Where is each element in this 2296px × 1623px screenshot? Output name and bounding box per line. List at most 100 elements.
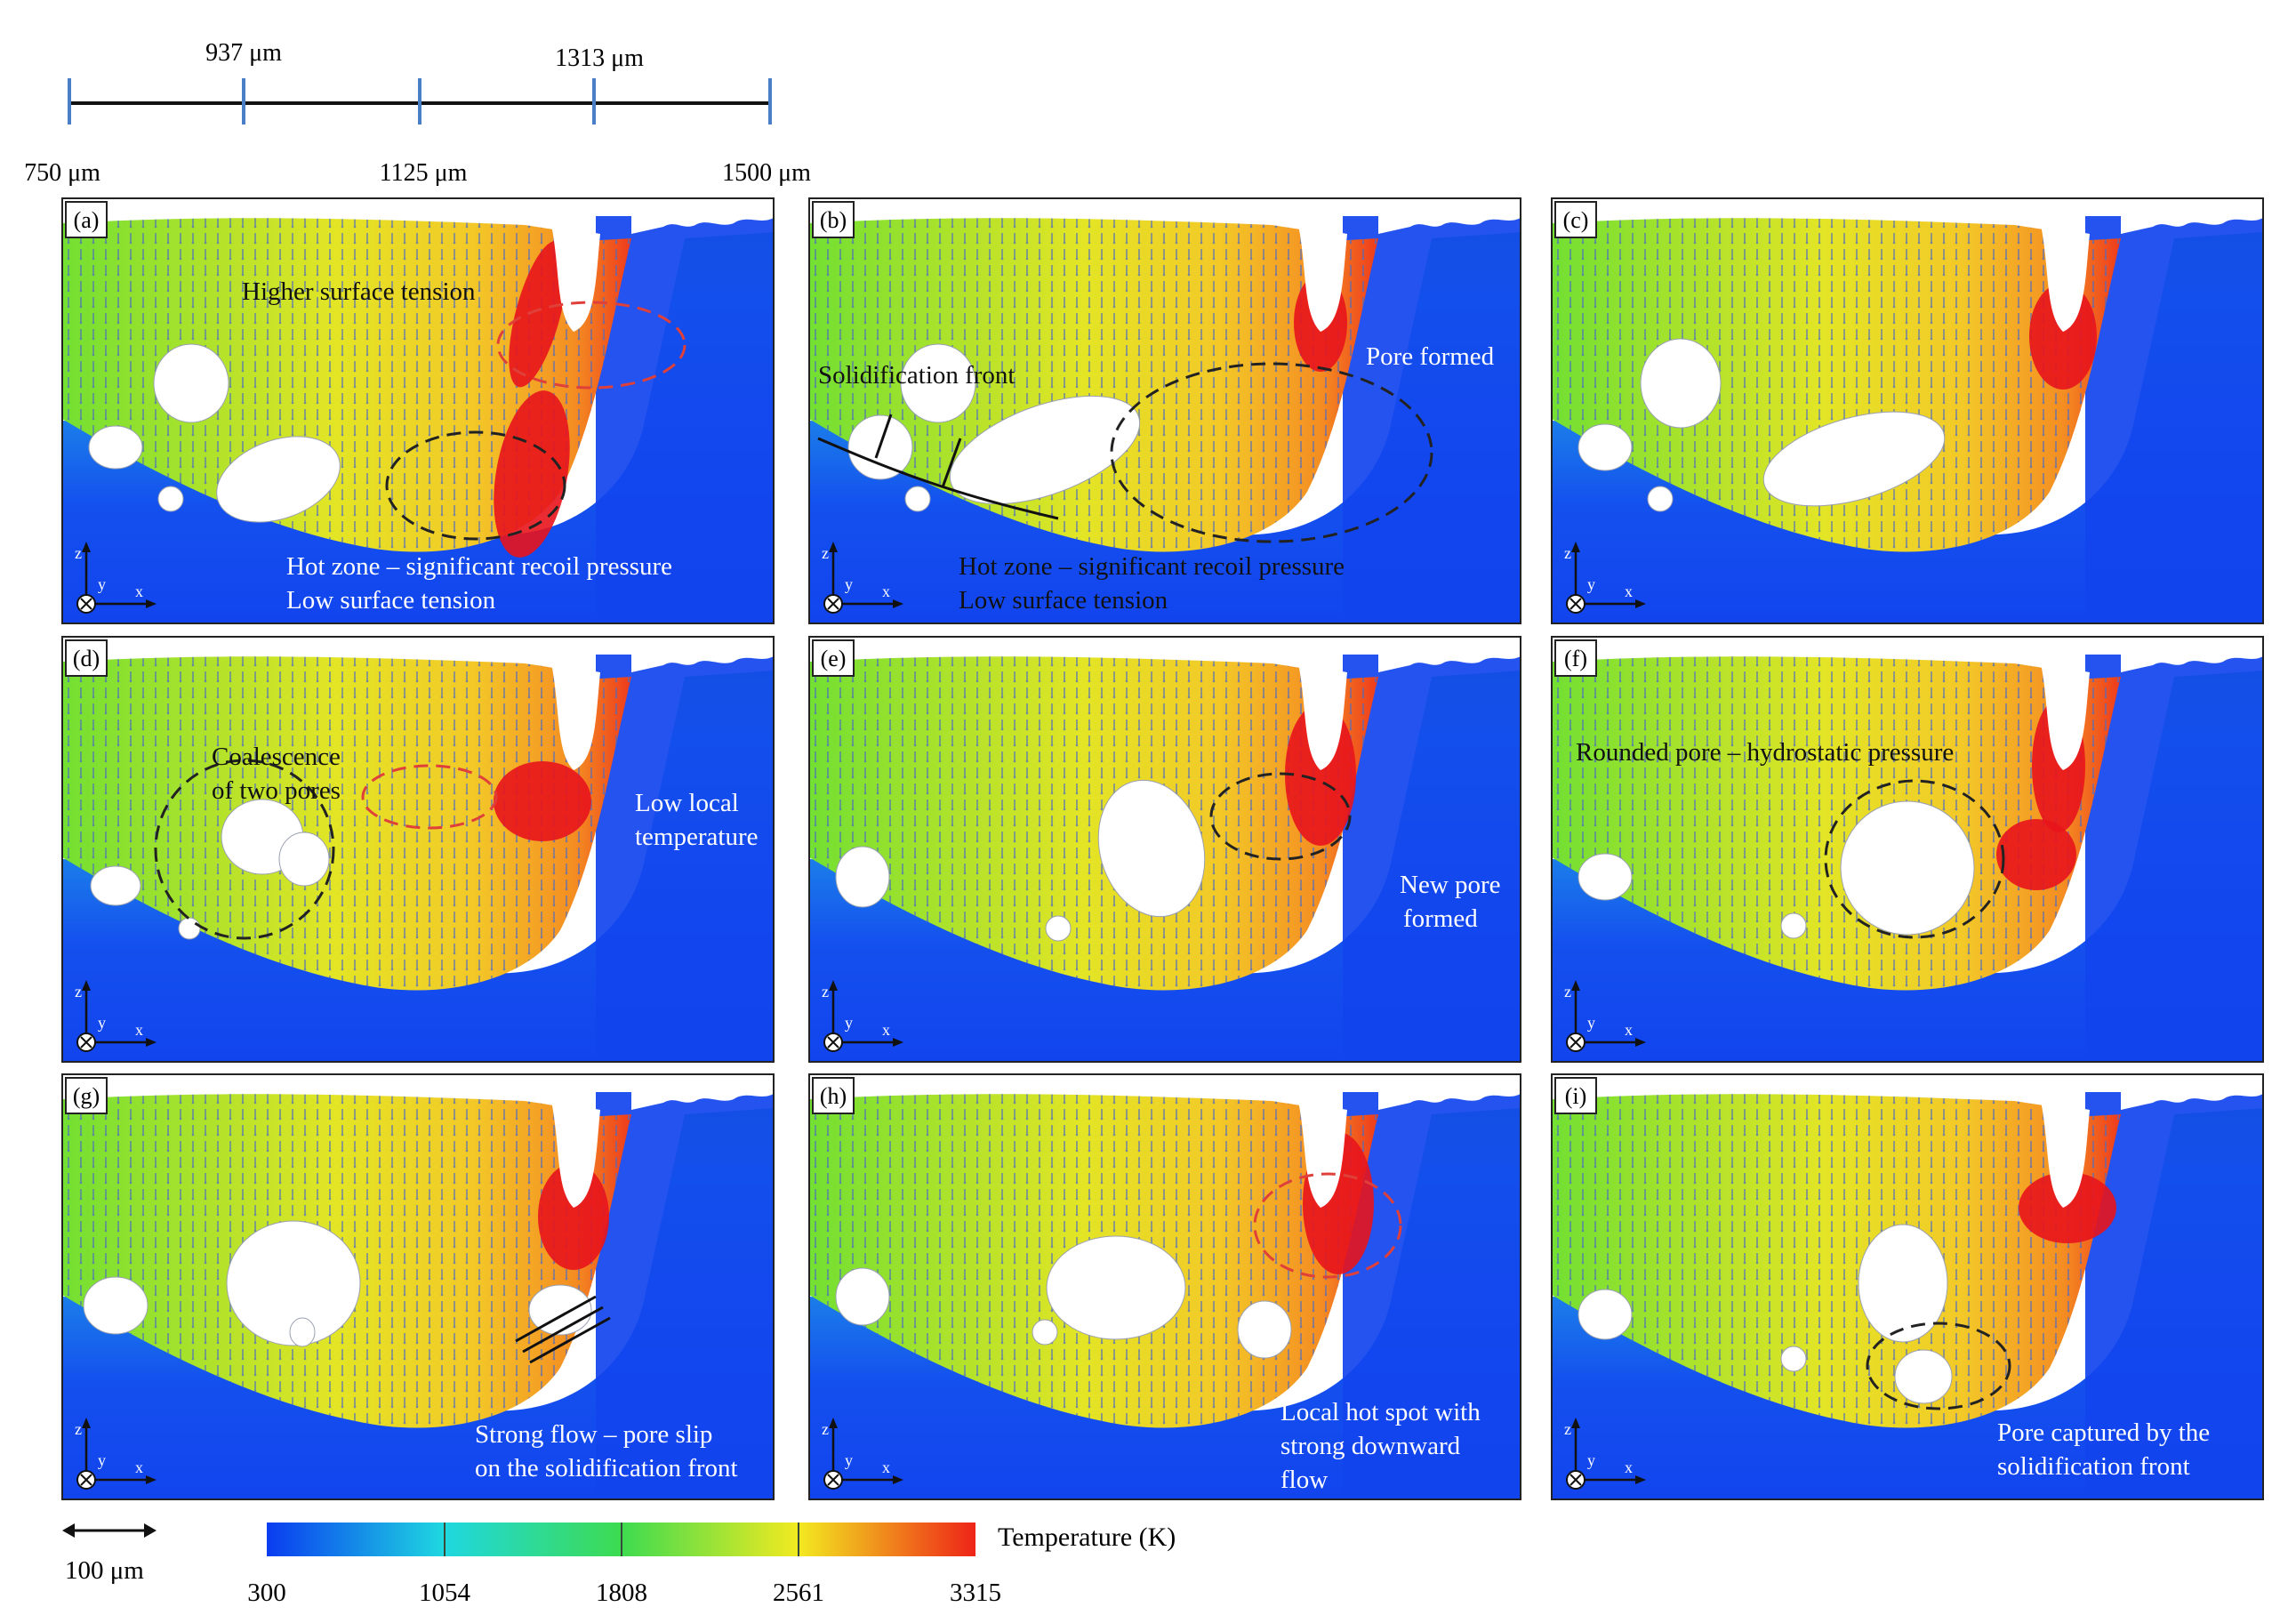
front-arrow: [941, 438, 962, 488]
panel-label: (f): [1564, 646, 1587, 671]
axis-label-x: x: [882, 1458, 890, 1476]
axis-label-z: z: [1564, 544, 1571, 562]
annotation-low-surface-tension-b: Low surface tension: [959, 586, 1168, 615]
panel-label-box: [65, 639, 108, 677]
annotation-new-pore: New pore: [1400, 871, 1501, 899]
pore: [835, 846, 890, 908]
panel: (i) zy x: [1551, 1073, 2264, 1500]
powder-edge: [631, 1074, 774, 1110]
panel-label: (h): [820, 1083, 847, 1109]
substrate-solid: [596, 216, 774, 623]
solidification-front-line: [817, 437, 1059, 520]
timeline-label-1500: 1500 μm: [722, 159, 811, 187]
annotation-pore-captured: Pore captured by the: [1997, 1418, 2210, 1447]
axis-label-y: y: [98, 1451, 106, 1469]
keyhole: [551, 663, 600, 770]
axis-label-y: y: [845, 1451, 853, 1469]
substrate-solid: [1343, 216, 1521, 623]
powder-edge: [631, 198, 774, 234]
flow-arrow: [529, 1316, 611, 1364]
velocity-vectors: [1552, 218, 2121, 552]
hot-spot: [494, 761, 591, 841]
annotation-pore-formed: Pore formed: [1366, 342, 1495, 371]
panel-frame: [1551, 636, 2264, 1063]
substrate-solid: [2085, 216, 2263, 623]
panel-label-box: [812, 639, 855, 677]
hot-spot: [509, 240, 567, 388]
pore: [88, 425, 143, 470]
pore: [278, 832, 330, 887]
axis-indicator: zy x: [75, 980, 157, 1052]
timeline: 937 μm 1313 μm 750 μm 1125 μm 1500 μm: [24, 39, 811, 187]
panel-frame: [808, 197, 1521, 624]
panel: (b) zy x: [808, 197, 1521, 624]
keyhole: [1298, 225, 1347, 332]
pore: [157, 486, 184, 512]
panel: (d) zy x: [61, 636, 775, 1063]
axis-label-x: x: [1625, 1021, 1633, 1039]
keyhole: [2041, 663, 2090, 770]
pore: [226, 1220, 361, 1346]
highlight-ellipse: [361, 764, 498, 830]
powder-edge: [2121, 637, 2263, 672]
annotation-solidification-front-i: solidification front: [1997, 1452, 2190, 1481]
axis-label-x: x: [135, 1458, 143, 1476]
panel-label: (d): [73, 646, 100, 671]
substrate-solid: [596, 1092, 774, 1499]
annotation-rounded-pore: Rounded pore – hydrostatic pressure: [1576, 738, 1954, 767]
annotation-higher-surface-tension: Higher surface tension: [242, 277, 476, 306]
substrate-solid: [1343, 655, 1521, 1062]
highlight-ellipse: [154, 759, 335, 940]
panel-label-box: [65, 201, 108, 238]
scale-bar-arrow-left: [62, 1523, 75, 1538]
axis-indicator: zy x: [1564, 1418, 1646, 1490]
axis-indicator: zy x: [1564, 980, 1646, 1052]
panel-label-box: [1554, 1077, 1597, 1114]
panel-label-box: [812, 1077, 855, 1114]
keyhole: [1298, 663, 1347, 770]
axis-label-z: z: [822, 1420, 829, 1438]
annotation-temperature: temperature: [635, 823, 758, 851]
pore: [1237, 1300, 1292, 1359]
keyhole: [551, 1101, 600, 1208]
panel-label: (g): [73, 1083, 100, 1109]
axis-indicator: zy x: [1564, 542, 1646, 614]
axis-label-x: x: [882, 583, 890, 600]
hot-spot: [1996, 819, 2076, 890]
pore: [1780, 912, 1807, 939]
axis-label-x: x: [1625, 1458, 1633, 1476]
pore: [1577, 1289, 1633, 1340]
colorbar-tick-3315: 3315: [950, 1579, 1001, 1607]
pore: [900, 343, 976, 423]
timeline-label-750: 750 μm: [24, 159, 100, 187]
timeline-label-1313: 1313 μm: [555, 44, 644, 72]
hot-spot: [538, 1163, 609, 1270]
highlight-ellipse: [1253, 1172, 1402, 1279]
colorbar: Temperature (K) 300 1054 1808 2561 3315: [247, 1523, 1176, 1607]
pore: [1762, 411, 1946, 507]
axis-indicator: zy x: [75, 1418, 157, 1490]
powder-edge: [1378, 1074, 1521, 1110]
pore: [216, 436, 341, 523]
panel: (h) zy x: [808, 1073, 1521, 1500]
axis-label-z: z: [1564, 1420, 1571, 1438]
substrate-solid: [596, 655, 774, 1062]
pore: [1647, 486, 1674, 512]
axis-label-y: y: [845, 575, 853, 593]
pore: [178, 917, 201, 940]
axis-label-y: y: [98, 575, 106, 593]
panel: (a) zy x: [61, 197, 775, 624]
panel-label-box: [812, 201, 855, 238]
substrate-solid: [2085, 655, 2263, 1062]
panel-frame: [61, 636, 775, 1063]
annotation-local-hot-spot: Local hot spot with: [1280, 1398, 1481, 1426]
substrate-solid: [1343, 1092, 1521, 1499]
axis-label-z: z: [1564, 983, 1571, 1000]
annotation-of-two-pores: of two pores: [212, 776, 341, 805]
pore: [1894, 1349, 1953, 1404]
colorbar-tick-2561: 2561: [773, 1579, 824, 1607]
panel: (g) zy x: [61, 1073, 775, 1500]
annotation-hot-zone-a: Hot zone – significant recoil pressure: [286, 552, 672, 581]
axis-label-x: x: [1625, 583, 1633, 600]
pore: [949, 395, 1141, 505]
